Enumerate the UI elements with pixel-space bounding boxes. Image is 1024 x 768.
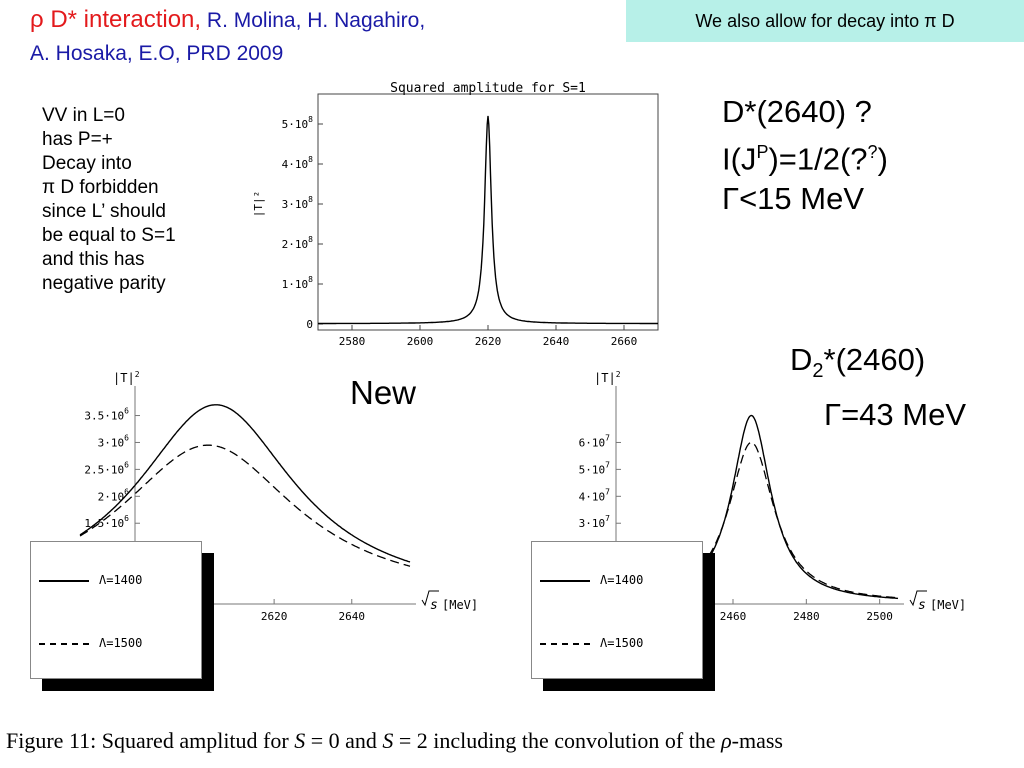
- y-tick-label: 3.5·106: [84, 407, 129, 423]
- chart-s1-xtick-label: 2600: [407, 335, 434, 348]
- title-sep: ,: [194, 6, 202, 33]
- vv-line: and this has: [42, 249, 145, 270]
- legend-line-dashed: [39, 643, 89, 645]
- y-tick-label: 6·107: [579, 433, 611, 449]
- legend-line-solid: [540, 580, 590, 582]
- title-authors-2: A. Hosaka, E.O, PRD 2009: [30, 42, 284, 65]
- x-tick-label: 2480: [793, 610, 820, 623]
- y-axis-label: |T|2: [113, 370, 140, 385]
- chart-s1-title: Squared amplitude for S=1: [390, 81, 586, 96]
- d2-name: D2*(2460): [790, 342, 926, 383]
- vv-line: since L’ should: [42, 201, 166, 222]
- chart-s0-series-1400: [79, 404, 411, 563]
- vv-line: negative parity: [42, 273, 166, 294]
- legend-line-solid: [39, 580, 89, 582]
- dstar-line1: D*(2640) ?: [722, 94, 872, 129]
- chart-s1-plot: Squared amplitude for S=1 |T|² 2580 2600 2…: [252, 81, 659, 348]
- y-axis-label: |T|2: [594, 370, 621, 385]
- x-tick-label: 2620: [261, 610, 288, 623]
- legend-label-1500: Λ=1500: [600, 636, 644, 650]
- legend-label-1500: Λ=1500: [99, 636, 143, 650]
- slide-title: ρ D* interaction, R. Molina, H. Nagahiro…: [30, 4, 425, 70]
- x-tick-label: 2500: [866, 610, 893, 623]
- vv-line: be equal to S=1: [42, 225, 176, 246]
- chart-s1-ytick-label: 0: [306, 318, 313, 331]
- x-tick-label: 2460: [720, 610, 747, 623]
- vv-line: VV in L=0: [42, 105, 125, 126]
- decay-note-box: We also allow for decay into π D: [626, 0, 1024, 42]
- chart-s1-ytick-label: 1·108: [282, 275, 314, 291]
- title-main: ρ D* interaction: [30, 6, 195, 33]
- chart-s1-ytick-label: 3·108: [282, 195, 314, 211]
- legend-line-dashed: [540, 643, 590, 645]
- chart-s1-ytick-label: 5·108: [282, 115, 314, 131]
- x-axis-label-var: s: [430, 598, 438, 613]
- chart-s0-series-1500: [79, 444, 411, 567]
- vv-line: Decay into: [42, 153, 132, 174]
- figure-caption: Figure 11: Squared amplitud for S = 0 an…: [6, 728, 783, 753]
- chart-s1-ytick-label: 4·108: [282, 155, 314, 171]
- legend-label-1400: Λ=1400: [600, 573, 644, 587]
- chart-s1-frame: [317, 93, 659, 331]
- y-tick-label: 2.5·106: [84, 460, 129, 476]
- y-tick-label: 5·107: [579, 460, 611, 476]
- sqrt-symbol: [421, 590, 439, 607]
- legend-s2: Λ=1400 Λ=1500: [531, 541, 703, 679]
- y-tick-label: 3·106: [98, 433, 130, 449]
- legend-label-1400: Λ=1400: [99, 573, 143, 587]
- chart-s1-ylabel: |T|²: [252, 191, 265, 218]
- chart-s1-ytick-label: 2·108: [282, 235, 314, 251]
- title-authors-1: R. Molina, H. Nagahiro,: [201, 9, 426, 32]
- x-axis-label-var: s: [918, 598, 926, 613]
- legend-s0: Λ=1400 Λ=1500: [30, 541, 202, 679]
- y-tick-label: 3·107: [579, 514, 611, 530]
- sqrt-symbol: [909, 590, 927, 607]
- chart-s1-xtick-label: 2580: [339, 335, 366, 348]
- chart-s2-plot: |T|22·1073·1074·1075·1076·10724402460248…: [567, 370, 966, 623]
- y-tick-label: 2·106: [98, 487, 130, 503]
- x-axis-label-unit: [MeV]: [442, 598, 478, 612]
- x-tick-label: 2640: [339, 610, 366, 623]
- d2-2460-info: D2*(2460) Γ=43 MeV: [790, 338, 966, 437]
- chart-s1-series-line: [318, 115, 658, 325]
- chart-s1-xtick-label: 2640: [543, 335, 570, 348]
- dstar-line2: I(JP)=1/2(??): [722, 141, 888, 177]
- d2-width: Γ=43 MeV: [824, 397, 967, 433]
- y-tick-label: 4·107: [579, 487, 611, 503]
- vv-line: π D forbidden: [42, 177, 159, 198]
- dstar-line3: Γ<15 MeV: [722, 181, 865, 217]
- chart-s1-xtick-label: 2620: [475, 335, 502, 348]
- vv-explanation: VV in L=0 has P=+ Decay into π D forbidd…: [42, 104, 176, 296]
- chart-s1-xtick-label: 2660: [611, 335, 638, 348]
- x-axis-label-unit: [MeV]: [930, 598, 966, 612]
- new-label: New: [350, 374, 417, 411]
- vv-line: has P=+: [42, 129, 113, 150]
- dstar-2640-info: D*(2640) ? I(JP)=1/2(??) Γ<15 MeV: [722, 92, 888, 219]
